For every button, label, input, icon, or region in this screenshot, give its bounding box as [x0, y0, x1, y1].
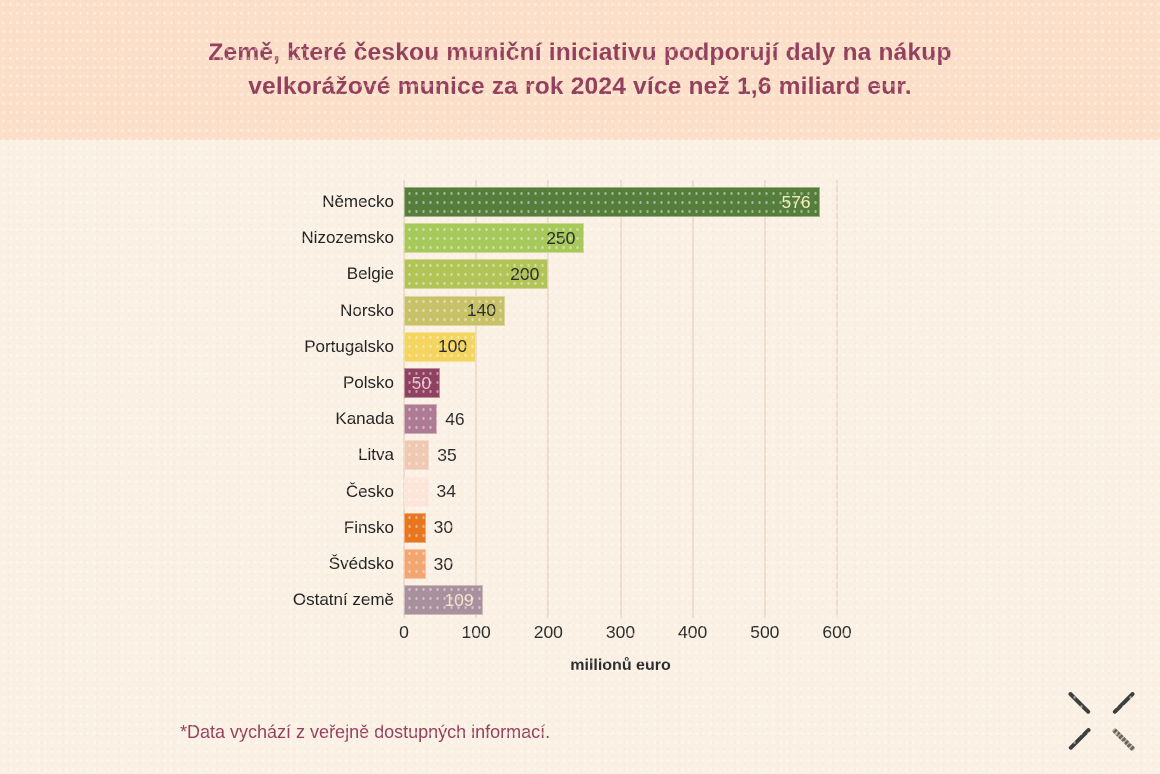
value-label: 46: [445, 408, 465, 429]
chart-row: Portugalsko 100: [184, 331, 884, 362]
chart-row: Polsko 50: [184, 368, 884, 398]
category-label: Německo: [322, 192, 394, 211]
value-label: 109: [444, 589, 474, 610]
chart-row: Kanada 46: [184, 404, 884, 435]
value-label: 30: [433, 517, 454, 538]
value-label: 34: [436, 481, 456, 502]
bar: 30: [404, 512, 453, 543]
value-label: 50: [411, 372, 432, 393]
category-label: Švédsko: [328, 554, 394, 573]
bar: 30: [404, 549, 453, 579]
chart-row: Švédsko 30: [184, 549, 884, 579]
category-label: Česko: [345, 481, 394, 501]
value-label: 140: [466, 300, 497, 321]
bar: 35: [404, 440, 457, 471]
chart-row: Česko 34: [184, 476, 884, 507]
page-title-line1: Země, které českou muniční iniciativu po…: [208, 39, 952, 66]
category-label: Portugalsko: [304, 336, 394, 356]
grid-line: [475, 180, 478, 618]
grid-line: [836, 180, 838, 618]
x-axis-tick-label: 300: [605, 622, 636, 642]
grid-line: [403, 180, 405, 618]
logo-stroke: [1068, 727, 1091, 751]
bar: 200: [404, 259, 549, 290]
category-label: Norsko: [340, 300, 394, 320]
value-label: 30: [433, 553, 454, 574]
chart-row: Norsko 140: [184, 295, 884, 326]
value-label: 200: [510, 263, 540, 284]
category-label: Kanada: [335, 409, 394, 429]
logo-stroke: [1111, 727, 1136, 752]
bar: 46: [404, 404, 465, 435]
bar: 250: [404, 223, 585, 254]
chart-row: Litva 35: [184, 440, 884, 471]
category-label: Polsko: [342, 373, 394, 392]
category-label: Ostatní země: [292, 590, 394, 610]
chart-row: Ostatní země 109: [184, 585, 884, 616]
bar: 140: [404, 295, 506, 326]
category-label: Litva: [358, 445, 394, 465]
chart-row: Belgie 200: [184, 259, 884, 290]
grid-line: [763, 180, 766, 618]
category-label: Finsko: [343, 517, 394, 537]
category-label: Nizozemsko: [301, 228, 394, 248]
chart-row: Německo 576: [184, 187, 884, 217]
header-band: Země, které českou muniční iniciativu po…: [0, 0, 1160, 140]
x-axis-tick-label: 400: [678, 622, 708, 642]
category-label: Belgie: [346, 264, 394, 284]
x-axis-tick-label: 200: [533, 622, 563, 642]
x-axis-tick-label: 0: [399, 622, 409, 642]
grid-line: [547, 180, 550, 618]
bar: 576: [404, 187, 820, 217]
bar: 100: [404, 331, 477, 362]
page-title-line2: velkorážové munice za rok 2024 více než …: [248, 73, 912, 100]
value-label: 35: [437, 444, 457, 465]
value-label: 250: [546, 227, 576, 248]
bar: 50: [404, 368, 441, 398]
value-label: 576: [781, 191, 811, 212]
bar: 109: [404, 585, 483, 616]
x-axis-tick-label: 600: [822, 622, 852, 642]
bar: 34: [404, 476, 456, 507]
page-title: Země, které českou muniční iniciativu po…: [208, 36, 951, 104]
logo-stroke: [1068, 691, 1091, 715]
chart-row: Nizozemsko 250: [184, 223, 884, 254]
x-axis-tick-label: 100: [461, 622, 491, 642]
crossed-lines-logo-icon: [1062, 686, 1142, 758]
value-label: 100: [437, 336, 468, 357]
chart-row: Finsko 30: [184, 512, 884, 543]
x-axis-tick-label: 500: [750, 622, 780, 642]
x-axis-title: millionů euro: [570, 657, 671, 674]
grid-line: [691, 180, 694, 618]
grid-line: [619, 180, 622, 618]
logo-stroke: [1112, 691, 1135, 715]
footnote: *Data vychází z veřejně dostupných infor…: [180, 722, 551, 742]
